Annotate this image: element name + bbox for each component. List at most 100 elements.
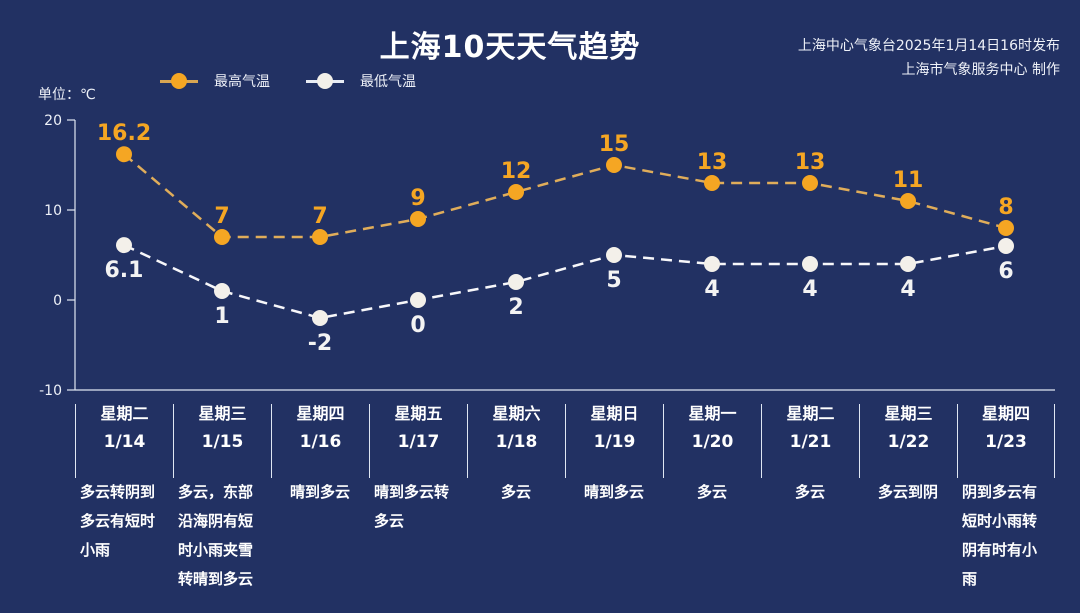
weather-description: 多云 xyxy=(500,483,531,501)
high-temp-value: 13 xyxy=(795,150,826,175)
y-tick-label: -10 xyxy=(39,383,62,399)
high-temp-value: 16.2 xyxy=(97,121,151,146)
date-label: 1/22 xyxy=(887,432,930,452)
low-temp-point[interactable] xyxy=(802,256,818,272)
weather-description: 多云 xyxy=(794,483,825,501)
day-header: 星期二 1/14 xyxy=(75,404,173,478)
high-temp-line xyxy=(123,153,1007,239)
high-temp-point[interactable] xyxy=(802,175,818,191)
high-temp-point[interactable] xyxy=(312,229,328,245)
high-temp-points: 16.2 7 7 9 12 15 13 13 11 8 xyxy=(97,121,1014,245)
day-header: 星期日 1/19 xyxy=(565,404,663,478)
day-header: 星期一 1/20 xyxy=(663,404,761,478)
weather-description: 晴到多云转多云 xyxy=(374,483,450,530)
day-column: 星期六 1/18 多云 xyxy=(467,390,565,594)
high-temp-point[interactable] xyxy=(214,229,230,245)
high-temp-point[interactable] xyxy=(116,146,132,163)
weekday-label: 星期三 xyxy=(884,404,933,423)
day-column: 星期五 1/17 晴到多云转多云 xyxy=(369,390,467,594)
date-label: 1/15 xyxy=(201,432,244,452)
high-temp-value: 7 xyxy=(312,204,327,229)
high-temp-point[interactable] xyxy=(606,157,622,173)
low-line-marker-icon xyxy=(306,73,344,89)
weekday-label: 星期四 xyxy=(296,404,345,423)
weekday-label: 星期五 xyxy=(394,404,443,423)
low-temp-value: 5 xyxy=(606,268,621,293)
low-temp-value: -2 xyxy=(308,331,332,356)
weather-description: 多云转阴到多云有短时小雨 xyxy=(80,483,156,559)
day-column: 星期一 1/20 多云 xyxy=(663,390,761,594)
low-temp-point[interactable] xyxy=(410,292,426,308)
high-line-marker-icon xyxy=(160,73,198,89)
weekday-label: 星期二 xyxy=(100,404,149,423)
low-temp-value: 4 xyxy=(704,277,719,302)
unit-label: 单位：℃ xyxy=(38,87,96,103)
y-tick-label: 0 xyxy=(53,293,62,309)
low-temp-point[interactable] xyxy=(214,283,230,299)
low-temp-point[interactable] xyxy=(900,256,916,272)
day-column: 星期四 1/23 阴到多云有短时小雨转阴有时有小雨 xyxy=(957,390,1055,594)
low-temp-point[interactable] xyxy=(704,256,720,272)
weekday-label: 星期日 xyxy=(590,404,639,423)
high-temp-value: 13 xyxy=(697,150,728,175)
day-header: 星期二 1/21 xyxy=(761,404,859,478)
weather-description: 多云，东部沿海阴有短时小雨夹雪转晴到多云 xyxy=(178,483,254,588)
low-temp-value: 1 xyxy=(214,304,229,329)
low-temp-line xyxy=(123,243,1007,320)
low-temp-point[interactable] xyxy=(116,237,132,254)
low-temp-value: 4 xyxy=(802,277,817,302)
high-temp-value: 12 xyxy=(501,159,532,184)
date-label: 1/18 xyxy=(495,432,538,452)
day-header: 星期三 1/15 xyxy=(173,404,271,478)
date-label: 1/23 xyxy=(985,432,1027,452)
high-temp-point[interactable] xyxy=(900,193,916,209)
date-label: 1/19 xyxy=(593,432,636,452)
producer: 上海市气象服务中心 制作 xyxy=(901,62,1060,78)
publisher-info: 上海中心气象台2025年1月14日16时发布 上海市气象服务中心 制作 xyxy=(798,34,1060,82)
weekday-label: 星期二 xyxy=(786,404,835,423)
low-temp-value: 6.1 xyxy=(105,258,144,283)
day-header: 星期六 1/18 xyxy=(467,404,565,478)
low-temp-point[interactable] xyxy=(312,310,328,326)
date-label: 1/20 xyxy=(691,432,734,452)
day-header: 星期五 1/17 xyxy=(369,404,467,478)
page-title: 上海10天天气趋势 xyxy=(379,30,641,65)
high-temp-point[interactable] xyxy=(704,175,720,191)
date-label: 1/21 xyxy=(789,432,832,452)
weather-description: 多云 xyxy=(696,483,727,501)
day-header: 星期三 1/22 xyxy=(859,404,957,478)
day-header: 星期四 1/23 xyxy=(957,404,1055,478)
weekday-label: 星期四 xyxy=(981,404,1030,423)
weekday-label: 星期三 xyxy=(198,404,247,423)
date-label: 1/14 xyxy=(103,432,146,452)
day-header: 星期四 1/16 xyxy=(271,404,369,478)
chart-legend: 最高气温 最低气温 xyxy=(160,71,452,91)
high-temp-value: 7 xyxy=(214,204,229,229)
low-temp-point[interactable] xyxy=(606,247,622,263)
low-temp-point[interactable] xyxy=(508,274,524,290)
weekday-label: 星期六 xyxy=(492,404,541,423)
date-label: 1/17 xyxy=(397,432,440,452)
low-temp-point[interactable] xyxy=(998,238,1014,254)
date-label: 1/16 xyxy=(299,432,342,452)
low-temp-value: 6 xyxy=(998,259,1013,284)
legend-item-high[interactable]: 最高气温 xyxy=(160,71,270,91)
high-temp-value: 15 xyxy=(599,132,630,157)
day-column: 星期四 1/16 晴到多云 xyxy=(271,390,369,594)
legend-item-low[interactable]: 最低气温 xyxy=(306,71,416,91)
low-temp-value: 2 xyxy=(508,295,523,320)
forecast-days: 星期二 1/14 多云转阴到多云有短时小雨 星期三 1/15 多云，东部沿海阴有短时小雨夹… xyxy=(75,390,1055,594)
day-column: 星期二 1/21 多云 xyxy=(761,390,859,594)
high-temp-point[interactable] xyxy=(410,211,426,227)
legend-high-label: 最高气温 xyxy=(214,74,270,90)
y-tick-label: 10 xyxy=(44,203,62,219)
day-column: 星期三 1/15 多云，东部沿海阴有短时小雨夹雪转晴到多云 xyxy=(173,390,271,594)
high-temp-value: 8 xyxy=(998,195,1013,220)
weather-description: 晴到多云 xyxy=(289,483,350,501)
high-temp-point[interactable] xyxy=(998,220,1014,236)
weather-description: 阴到多云有短时小雨转阴有时有小雨 xyxy=(962,483,1038,588)
legend-low-label: 最低气温 xyxy=(360,74,416,90)
high-temp-point[interactable] xyxy=(508,184,524,200)
weather-description: 晴到多云 xyxy=(583,483,644,501)
